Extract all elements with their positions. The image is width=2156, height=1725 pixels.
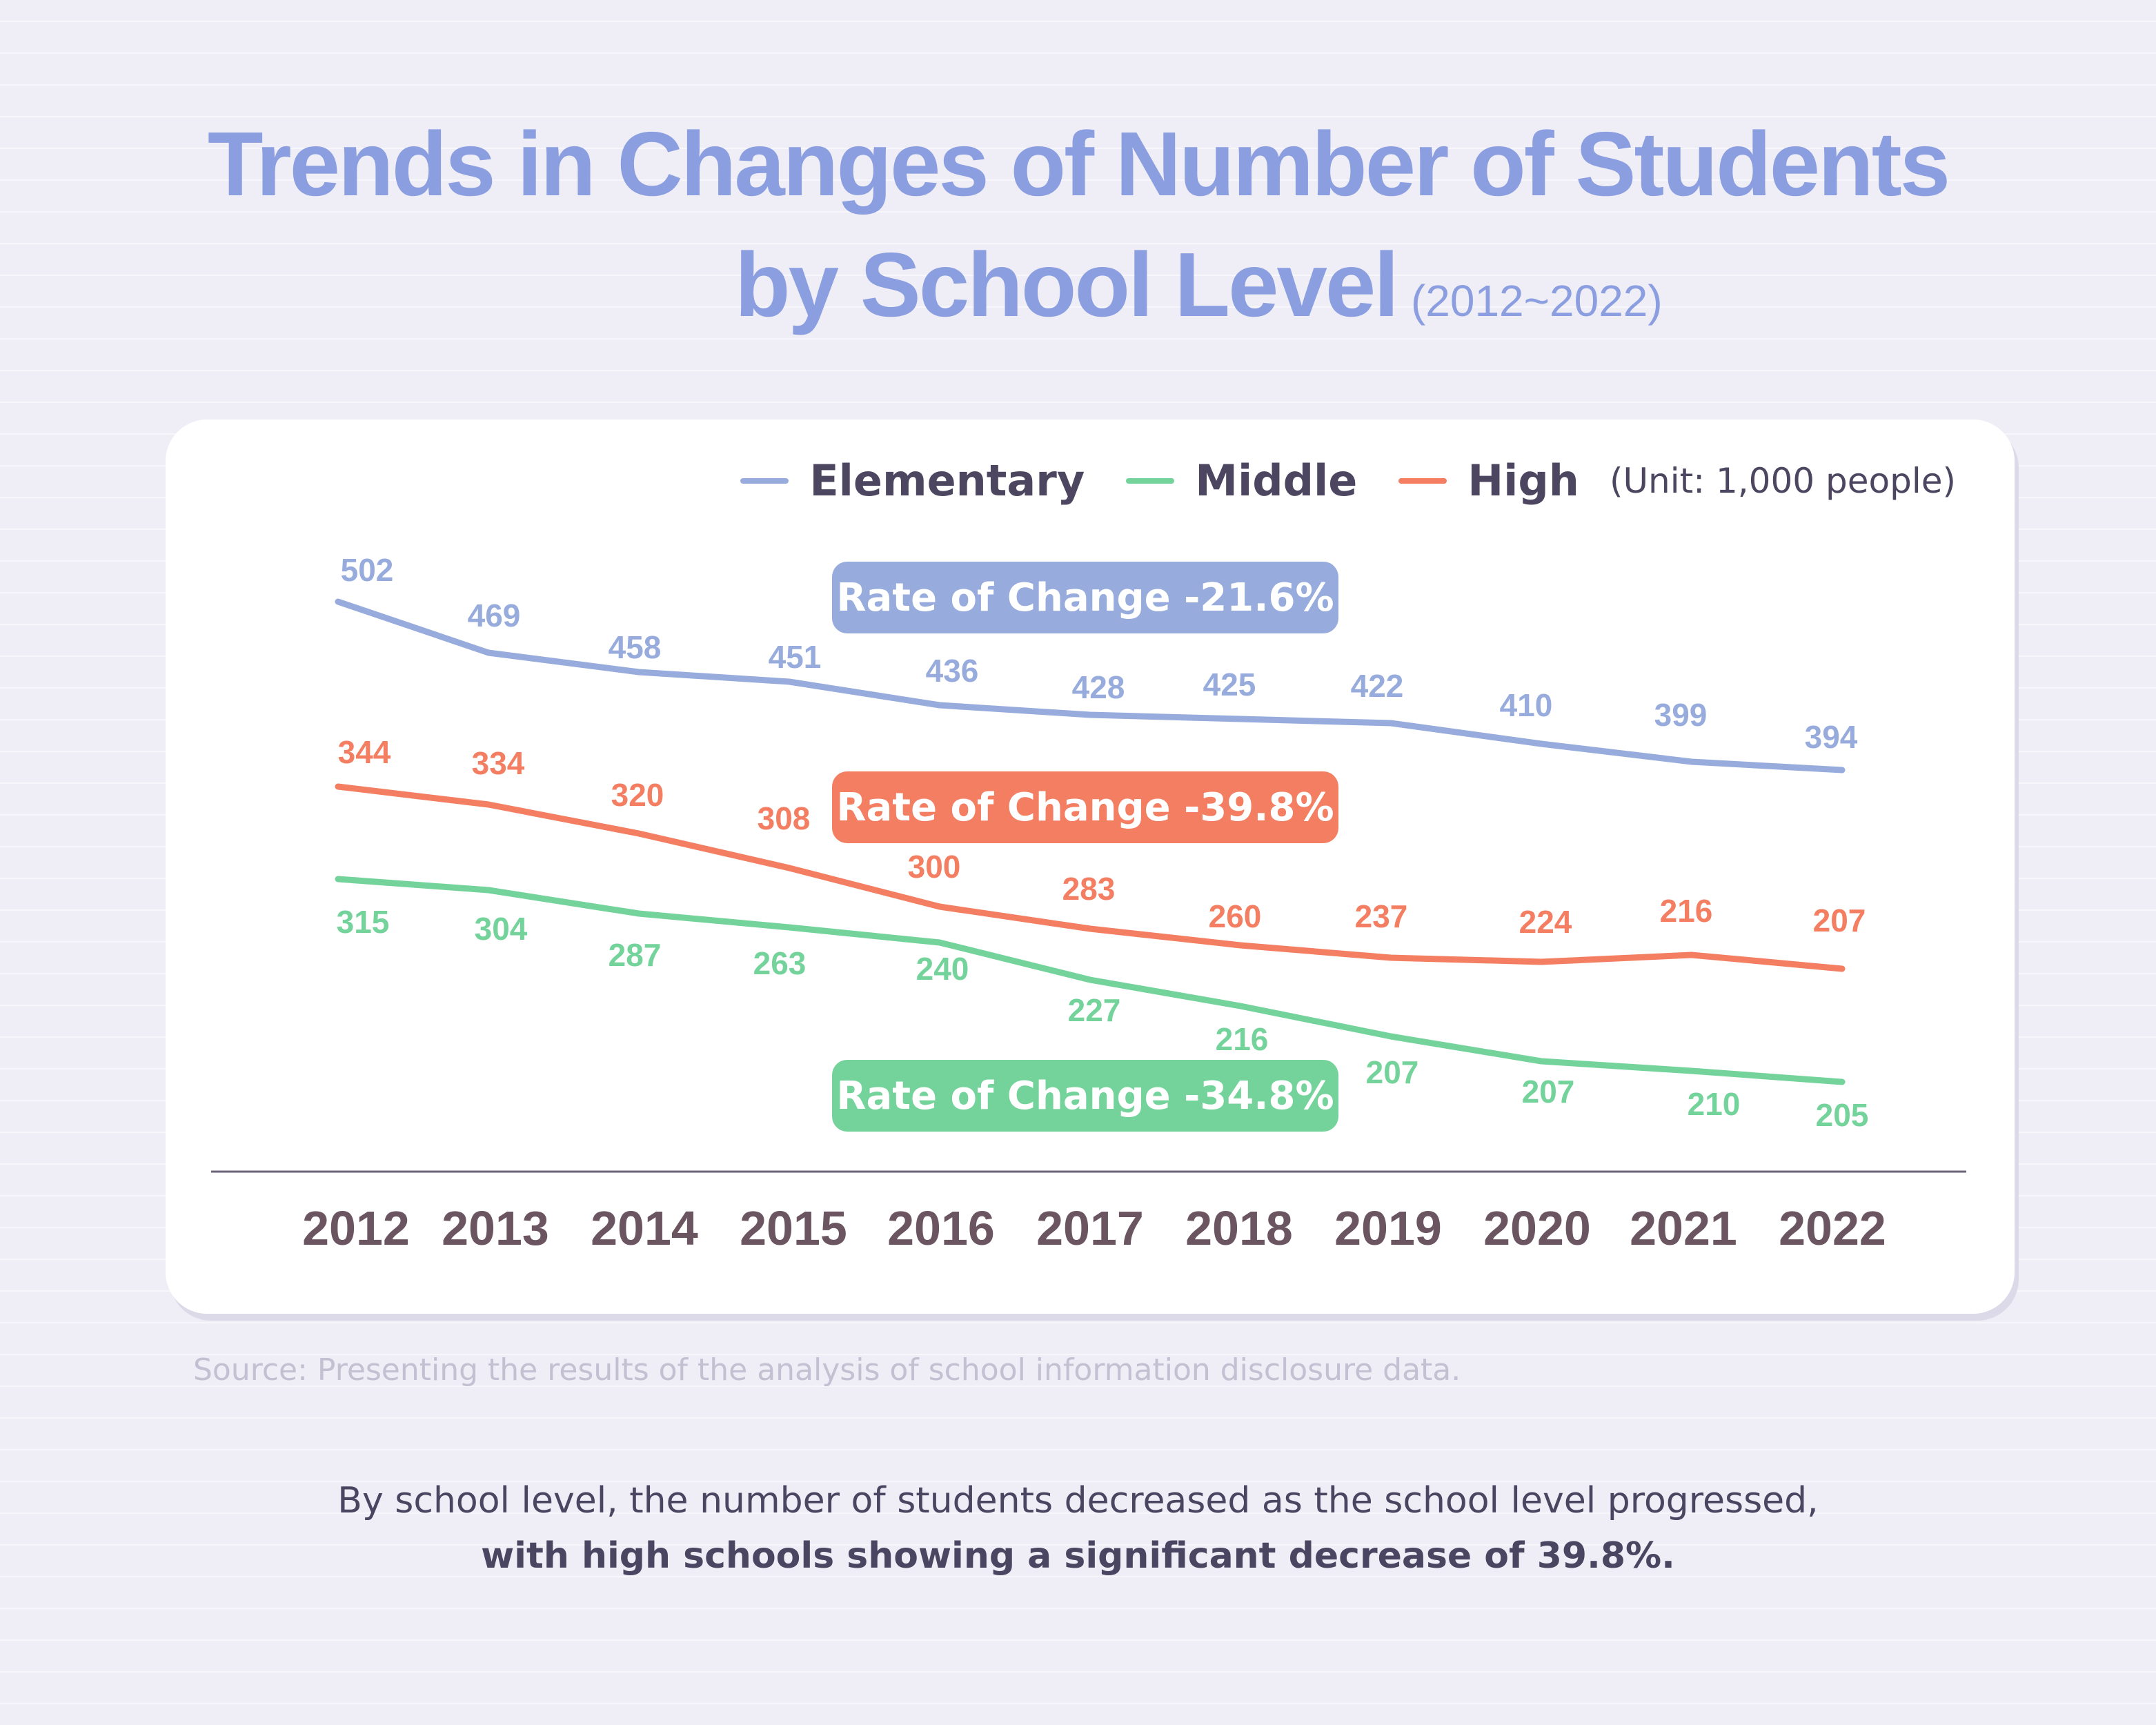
data-label-elementary: 428: [1072, 669, 1125, 705]
x-tick-label: 2014: [591, 1201, 698, 1255]
background-texture: [0, 21, 2156, 22]
data-label-high: 260: [1209, 898, 1262, 934]
data-label-high: 320: [611, 777, 664, 813]
data-label-elementary: 451: [769, 639, 822, 675]
background-texture: [0, 1481, 2156, 1482]
background-texture: [0, 1449, 2156, 1450]
summary-line-2: with high schools showing a significant …: [481, 1535, 1675, 1577]
data-label-elementary: 410: [1500, 687, 1553, 723]
series-lines: [335, 598, 1846, 1085]
data-label-elementary: 422: [1351, 668, 1404, 704]
data-label-elementary: 458: [609, 629, 662, 665]
title-line2-text: by School Level: [735, 234, 1399, 335]
x-tick-label: 2013: [442, 1201, 549, 1255]
series-line-high: [335, 783, 1846, 972]
data-label-middle: 240: [916, 951, 969, 987]
background-texture: [0, 1544, 2156, 1546]
background-texture: [0, 211, 2156, 213]
summary-line-1: By school level, the number of students …: [337, 1480, 1819, 1521]
unit-label: (Unit: 1,000 people): [1609, 460, 1956, 501]
background-texture: [0, 179, 2156, 181]
series-line-elementary: [335, 598, 1846, 773]
chart-title: Trends in Changes of Number of Students: [207, 113, 1950, 215]
x-tick-label: 2016: [887, 1201, 995, 1255]
x-tick-label: 2020: [1483, 1201, 1591, 1255]
x-tick-labels: 2012 2013 2014 2015 2016 2017 2018 2019 2020 2021…: [302, 1201, 1886, 1255]
data-label-high: 216: [1660, 893, 1713, 929]
data-label-elementary: 394: [1805, 719, 1858, 755]
background-texture: [0, 1354, 2156, 1355]
data-label-high: 300: [908, 849, 961, 885]
series-line-middle: [335, 876, 1846, 1085]
data-label-high: 308: [758, 800, 811, 836]
background-texture: [0, 52, 2156, 54]
background-texture: [0, 370, 2156, 371]
data-label-middle: 263: [753, 945, 807, 981]
rate-box-middle: Rate of Change -34.8%: [832, 1060, 1338, 1132]
background-texture: [0, 1386, 2156, 1387]
data-label-elementary: 469: [468, 598, 521, 633]
background-texture: [0, 1703, 2156, 1704]
data-label-middle: 207: [1522, 1074, 1575, 1110]
data-label-middle: 205: [1816, 1097, 1869, 1133]
x-tick-label: 2018: [1185, 1201, 1293, 1255]
background-texture: [0, 148, 2156, 149]
data-label-high: 224: [1519, 904, 1572, 940]
value-labels: 502 469 458 451 436 428 425 422 410 399 394 315 304 2…: [337, 552, 1869, 1133]
background-texture: [0, 402, 2156, 403]
legend-item-middle: Middle: [1126, 455, 1357, 506]
background-texture: [0, 1576, 2156, 1577]
background-texture: [0, 1322, 2156, 1323]
legend-item-elementary: Elementary: [740, 455, 1085, 506]
data-label-middle: 227: [1068, 992, 1121, 1028]
legend-label: High: [1467, 455, 1579, 506]
background-texture: [0, 243, 2156, 244]
legend-swatch: [740, 477, 789, 484]
background-texture: [0, 1417, 2156, 1419]
data-label-high: 237: [1355, 898, 1408, 934]
background-texture: [0, 1671, 2156, 1673]
background-texture: [0, 116, 2156, 117]
legend-label: Elementary: [809, 455, 1085, 506]
data-label-high: 283: [1062, 871, 1116, 907]
rate-box-elementary: Rate of Change -21.6%: [832, 562, 1338, 633]
legend-swatch: [1398, 477, 1447, 484]
title-period: (2012~2022): [1410, 276, 1663, 326]
data-label-high: 334: [472, 745, 525, 781]
data-label-high: 207: [1813, 903, 1866, 938]
x-tick-label: 2019: [1334, 1201, 1442, 1255]
legend-swatch: [1126, 477, 1175, 484]
background-texture: [0, 306, 2156, 308]
rate-box-high: Rate of Change -39.8%: [832, 771, 1338, 843]
x-tick-label: 2021: [1630, 1201, 1737, 1255]
data-label-elementary: 502: [341, 552, 394, 588]
background-texture: [0, 1512, 2156, 1514]
data-label-middle: 315: [337, 904, 390, 940]
data-label-high: 344: [338, 734, 391, 770]
data-label-middle: 207: [1366, 1054, 1419, 1090]
data-label-elementary: 399: [1654, 697, 1708, 733]
background-texture: [0, 84, 2156, 86]
x-tick-label: 2022: [1779, 1201, 1886, 1255]
data-label-elementary: 436: [926, 653, 979, 689]
background-texture: [0, 1608, 2156, 1609]
chart-title-line2: by School Level (2012~2022): [735, 235, 1663, 335]
x-tick-label: 2012: [302, 1201, 410, 1255]
data-label-middle: 304: [475, 911, 528, 947]
legend-label: Middle: [1195, 455, 1358, 506]
data-label-middle: 287: [609, 937, 662, 973]
background-texture: [0, 338, 2156, 339]
background-texture: [0, 275, 2156, 276]
data-label-elementary: 425: [1203, 667, 1256, 702]
x-tick-label: 2017: [1036, 1201, 1144, 1255]
background-texture: [0, 1639, 2156, 1641]
data-label-middle: 210: [1688, 1086, 1741, 1122]
data-label-middle: 216: [1216, 1021, 1269, 1057]
legend-item-high: High: [1398, 455, 1579, 506]
source-note: Source: Presenting the results of the an…: [193, 1352, 1461, 1388]
x-tick-label: 2015: [740, 1201, 847, 1255]
legend: Elementary Middle High (Unit: 1,000 peop…: [699, 455, 1956, 506]
